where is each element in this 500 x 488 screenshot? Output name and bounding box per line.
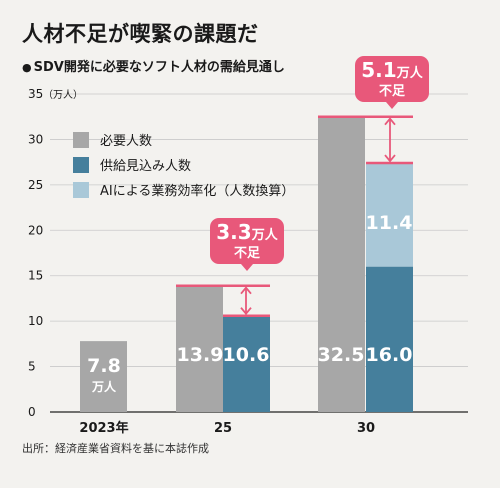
bar-supply-2025 bbox=[223, 315, 270, 412]
legend-label: 供給見込み人数 bbox=[100, 159, 191, 174]
y-tick-label: 10 bbox=[28, 314, 43, 328]
y-tick-label: 0 bbox=[28, 405, 36, 419]
value-label-required-2023: 7.8 bbox=[87, 355, 121, 377]
value-label-required-2025: 13.9 bbox=[177, 344, 224, 366]
y-tick-label: 5 bbox=[28, 360, 36, 374]
chart-title: 人材不足が喫緊の課題だ bbox=[22, 22, 259, 46]
x-tick-label: 25 bbox=[214, 421, 232, 436]
shortage-callout-box bbox=[210, 218, 284, 264]
subtitle-text: SDV開発に必要なソフト人材の需給見通し bbox=[33, 60, 285, 75]
shortage-value: 5.1万人 bbox=[361, 58, 423, 82]
bar-required-2030 bbox=[318, 116, 365, 412]
bullet-icon: ● bbox=[22, 61, 32, 74]
value-label-ai-2030: 11.4 bbox=[366, 212, 413, 234]
value-label-supply-2025: 10.6 bbox=[223, 344, 270, 366]
shortage-unit: 万人 bbox=[251, 227, 279, 243]
legend-swatch bbox=[73, 182, 89, 198]
y-tick-label: 20 bbox=[28, 223, 43, 237]
x-tick-label: 30 bbox=[357, 421, 375, 436]
chart-subtitle: ● SDV開発に必要なソフト人材の需給見通し bbox=[22, 56, 285, 75]
legend-swatch bbox=[73, 157, 89, 173]
x-tick-label: 2023年 bbox=[79, 420, 128, 436]
bar-required-2023 bbox=[80, 341, 127, 412]
arrow-head-down bbox=[240, 307, 252, 316]
value-label-supply-2030: 16.0 bbox=[366, 344, 413, 366]
shortage-label: 不足 bbox=[379, 84, 406, 99]
legend-swatch bbox=[73, 132, 89, 148]
bar-supply-2030 bbox=[366, 266, 413, 412]
shortage-label: 不足 bbox=[234, 246, 261, 261]
callout-pointer bbox=[241, 264, 253, 271]
shortage-callout-box bbox=[355, 56, 429, 102]
y-tick-label: 15 bbox=[28, 269, 43, 283]
shortage-value: 3.3万人 bbox=[216, 220, 278, 244]
shortage-unit: 万人 bbox=[396, 65, 424, 81]
y-tick-label: 25 bbox=[28, 178, 43, 192]
value-unit-2023: 万人 bbox=[91, 379, 117, 394]
bar-ai-2030 bbox=[366, 163, 413, 267]
y-tick-label: 35 bbox=[28, 87, 43, 101]
arrow-head-up bbox=[240, 286, 252, 295]
shortage-number: 5.1 bbox=[361, 58, 396, 82]
legend-label: 必要人数 bbox=[100, 134, 152, 149]
bar-required-2025 bbox=[176, 285, 223, 412]
legend-label: AIによる業務効率化（人数換算） bbox=[100, 183, 294, 199]
arrow-head-down bbox=[384, 154, 396, 163]
source-note: 出所：経済産業省資料を基に本誌作成 bbox=[22, 442, 209, 455]
value-label-required-2030: 32.5 bbox=[318, 344, 365, 366]
callout-pointer bbox=[386, 102, 398, 109]
y-unit-label: （万人） bbox=[43, 89, 83, 101]
y-tick-label: 30 bbox=[28, 132, 43, 146]
shortage-number: 3.3 bbox=[216, 220, 251, 244]
arrow-head-up bbox=[384, 117, 396, 126]
